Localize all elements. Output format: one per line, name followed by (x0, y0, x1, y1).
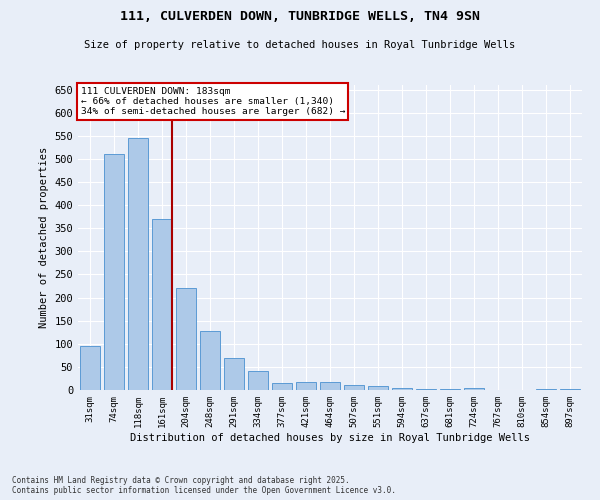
Bar (344, 386, 364, 390)
Bar (464, 388, 484, 390)
Bar (320, 382, 340, 390)
Text: 111 CULVERDEN DOWN: 183sqm
← 66% of detached houses are smaller (1,340)
34% of s: 111 CULVERDEN DOWN: 183sqm ← 66% of deta… (80, 86, 345, 117)
Bar (80, 346, 100, 390)
Text: Contains HM Land Registry data © Crown copyright and database right 2025.
Contai: Contains HM Land Registry data © Crown c… (12, 476, 396, 495)
Bar (176, 288, 196, 390)
Bar (368, 386, 388, 390)
Bar (536, 389, 556, 390)
Text: Size of property relative to detached houses in Royal Tunbridge Wells: Size of property relative to detached ho… (85, 40, 515, 50)
Bar (128, 138, 148, 390)
Y-axis label: Number of detached properties: Number of detached properties (39, 147, 49, 328)
Bar (560, 388, 580, 390)
Bar (200, 331, 220, 390)
Text: 111, CULVERDEN DOWN, TUNBRIDGE WELLS, TN4 9SN: 111, CULVERDEN DOWN, TUNBRIDGE WELLS, TN… (120, 10, 480, 23)
Bar (224, 358, 244, 390)
Bar (416, 388, 436, 390)
X-axis label: Distribution of detached houses by size in Royal Tunbridge Wells: Distribution of detached houses by size … (130, 432, 530, 442)
Bar (296, 382, 316, 390)
Bar (392, 388, 412, 390)
Bar (152, 219, 172, 390)
Bar (440, 389, 460, 390)
Bar (272, 383, 292, 390)
Bar (248, 370, 268, 390)
Bar (104, 154, 124, 390)
